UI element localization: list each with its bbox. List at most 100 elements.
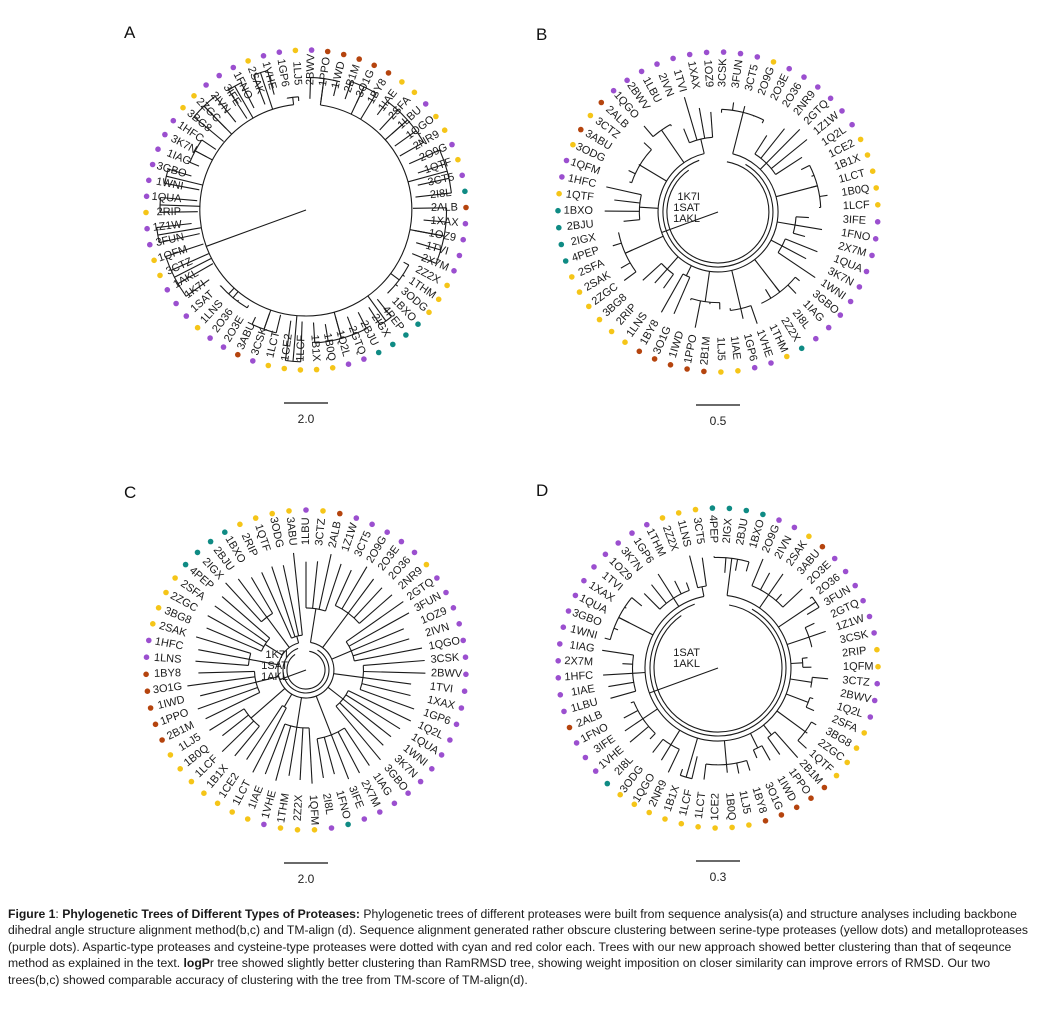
leaf-branch — [651, 584, 667, 604]
protease-type-dot — [863, 268, 870, 275]
protease-type-dot — [292, 47, 299, 54]
leaf-branch — [228, 89, 248, 119]
protease-type-dot — [345, 821, 351, 828]
leaf-branch — [344, 81, 352, 100]
leaf-branch — [348, 612, 410, 647]
leaf-branch — [187, 676, 256, 687]
protease-type-dot — [411, 89, 418, 96]
protease-type-dot — [180, 104, 186, 111]
protease-type-dot — [182, 561, 189, 568]
leaf-branch — [812, 676, 829, 680]
protease-type-dot — [429, 766, 435, 772]
protease-type-dot — [194, 324, 201, 331]
leaf-branch — [275, 725, 292, 781]
clade-stem — [786, 693, 809, 703]
clade-arc — [682, 273, 691, 278]
protease-type-dot — [602, 551, 609, 558]
leaf-branch — [795, 216, 809, 219]
leaf-label: 1CE2 — [709, 793, 722, 821]
leaf-branch — [341, 566, 368, 610]
leaf-branch — [214, 95, 237, 123]
protease-type-dot — [235, 351, 241, 358]
leaf-branch — [335, 705, 381, 761]
leaf-branch — [198, 649, 250, 660]
protease-type-dot — [557, 641, 563, 647]
leaf-branch — [794, 276, 800, 282]
leaf-branch — [768, 573, 784, 596]
protease-type-dot — [806, 533, 812, 540]
protease-type-dot — [311, 827, 318, 833]
protease-type-dot — [207, 335, 213, 341]
leaf-branch — [623, 710, 639, 719]
protease-type-dot — [155, 605, 162, 611]
leaf-branch — [333, 80, 338, 97]
leaf-branch — [412, 207, 447, 209]
protease-type-dot — [377, 809, 383, 815]
leaf-label: 1OZ9 — [428, 227, 457, 244]
leaf-branch — [643, 593, 661, 610]
clade-arc — [705, 759, 747, 766]
protease-type-dot — [873, 185, 879, 191]
leaf-label: 2IGX — [570, 231, 598, 248]
leaf-label: 1IAE — [570, 683, 596, 699]
clade-arc — [609, 597, 633, 640]
protease-type-dot — [801, 74, 807, 80]
root-arc-inner — [653, 604, 783, 733]
leaf-branch — [628, 170, 636, 175]
protease-type-dot — [447, 737, 453, 743]
protease-type-dot — [143, 654, 150, 660]
protease-type-dot — [563, 157, 570, 164]
caption-label: Figure 1 — [8, 907, 56, 921]
leaf-label: 1B1X — [308, 334, 322, 362]
leaf-branch — [177, 263, 214, 285]
leaf-branch — [344, 727, 370, 766]
protease-type-dot — [163, 589, 169, 596]
clade-arc — [804, 627, 813, 648]
protease-type-dot — [646, 809, 652, 816]
protease-type-dot — [776, 517, 782, 523]
leaf-branch — [252, 707, 287, 773]
clade-stem — [166, 175, 204, 186]
protease-type-dot — [662, 816, 668, 822]
protease-type-dot — [328, 825, 335, 831]
protease-type-dot — [825, 324, 832, 331]
protease-type-dot — [670, 55, 676, 62]
inner-leaf-label: 1SAT — [673, 202, 700, 214]
leaf-branch — [797, 740, 807, 749]
protease-type-dot — [260, 53, 267, 59]
clade-stem — [618, 617, 654, 636]
protease-type-dot — [604, 780, 611, 787]
clade-arc — [721, 108, 764, 121]
leaf-label: 1Z1W — [152, 218, 183, 233]
leaf-branch — [701, 557, 707, 587]
protease-type-dot — [443, 589, 449, 596]
leaf-branch — [240, 82, 255, 109]
clade-stem — [327, 686, 344, 700]
leaf-branch — [417, 163, 446, 174]
leaf-label: 1B0Q — [841, 183, 871, 199]
clade-arc — [689, 136, 713, 144]
leaf-branch — [361, 683, 411, 697]
leaf-branch — [760, 572, 771, 591]
protease-type-dot — [308, 47, 315, 53]
clade-stem — [790, 662, 803, 665]
protease-type-dot — [712, 825, 718, 831]
protease-type-dot — [356, 56, 363, 62]
leaf-label: 1WNI — [155, 176, 184, 193]
leaf-branch — [250, 577, 274, 614]
leaf-branch — [652, 738, 664, 753]
clade-stem — [319, 78, 325, 106]
protease-type-dot — [871, 697, 878, 704]
clade-stem — [790, 678, 812, 683]
leaf-branch — [189, 161, 200, 167]
protease-type-dot — [701, 368, 707, 375]
root-branch — [279, 669, 307, 681]
leaf-branch — [299, 727, 304, 781]
protease-type-dot — [281, 365, 288, 372]
root-arc-inner — [662, 159, 774, 268]
protease-type-dot — [746, 822, 752, 828]
leaf-branch — [185, 279, 210, 297]
protease-type-dot — [462, 654, 469, 660]
leaf-branch — [754, 135, 768, 155]
protease-type-dot — [220, 344, 227, 350]
